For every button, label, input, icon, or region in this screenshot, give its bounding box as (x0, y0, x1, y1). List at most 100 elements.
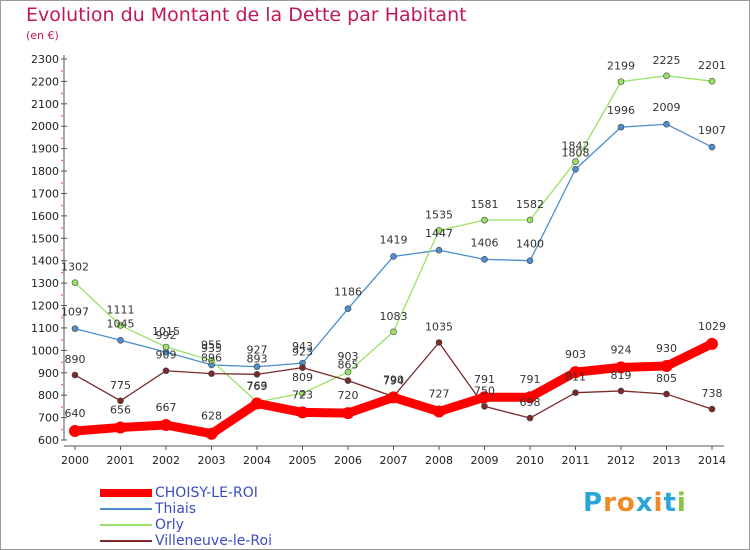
data-label-villeneuve-le-roi: 811 (565, 371, 586, 384)
data-label-choisy-le-roi: 720 (338, 389, 359, 402)
legend-label: CHOISY-LE-ROI (155, 485, 258, 501)
x-tick-label: 2007 (380, 454, 408, 467)
logo-letter: i (653, 488, 664, 518)
data-label-orly: 769 (247, 380, 268, 393)
data-label-thiais: 927 (247, 344, 268, 357)
data-label-orly: 1535 (425, 208, 453, 221)
point-choisy-le-roi (524, 391, 536, 404)
point-villeneuve-le-roi (253, 371, 261, 378)
point-choisy-le-roi (660, 360, 673, 373)
data-label-thiais: 935 (201, 342, 222, 355)
data-label-orly: 1111 (107, 303, 135, 316)
data-label-villeneuve-le-roi: 909 (156, 349, 177, 362)
point-choisy-le-roi (433, 405, 445, 418)
x-tick-label: 2001 (107, 454, 135, 467)
point-choisy-le-roi (615, 361, 627, 374)
legend-swatch (100, 489, 152, 497)
x-tick-label: 2011 (562, 454, 590, 467)
data-label-choisy-le-roi: 727 (429, 388, 450, 401)
data-label-thiais: 1186 (334, 286, 362, 299)
point-choisy-le-roi (205, 427, 218, 440)
y-tick-label: 900 (38, 367, 59, 380)
point-orly (708, 77, 716, 85)
data-label-orly: 1083 (380, 310, 408, 323)
logo-letter: r (603, 488, 617, 518)
point-choisy-le-roi (296, 406, 309, 419)
point-villeneuve-le-roi (708, 405, 716, 413)
data-label-thiais: 1400 (516, 238, 544, 251)
data-label-villeneuve-le-roi: 1035 (425, 321, 453, 334)
data-label-thiais: 1097 (61, 306, 89, 319)
point-villeneuve-le-roi (344, 377, 352, 384)
data-label-orly: 1582 (516, 198, 544, 211)
x-tick-label: 2004 (243, 454, 271, 467)
data-label-choisy-le-roi: 723 (292, 388, 313, 401)
data-label-orly: 2225 (653, 54, 681, 67)
x-tick-label: 2009 (471, 454, 499, 467)
point-thiais (117, 336, 124, 344)
x-tick-label: 2012 (607, 454, 635, 467)
point-orly (208, 357, 215, 364)
legend-label: Orly (155, 517, 184, 533)
point-orly (481, 216, 488, 224)
y-tick-label: 2200 (31, 75, 59, 88)
y-tick-label: 1900 (31, 143, 59, 156)
x-tick-label: 2014 (698, 454, 726, 467)
point-thiais (663, 120, 670, 128)
y-tick-label: 1100 (31, 322, 59, 335)
point-orly (299, 389, 306, 397)
data-label-villeneuve-le-roi: 738 (702, 387, 723, 400)
data-label-thiais: 1045 (107, 317, 135, 330)
y-tick-label: 600 (38, 434, 59, 447)
y-tick-label: 2300 (31, 53, 59, 66)
point-thiais (344, 305, 352, 312)
logo-letter: x (635, 488, 654, 518)
y-tick-label: 1500 (31, 232, 59, 245)
x-tick-label: 2010 (516, 454, 544, 467)
y-tick-label: 1300 (31, 277, 59, 290)
data-label-villeneuve-le-roi: 890 (65, 353, 86, 366)
y-tick-label: 1600 (31, 210, 59, 223)
y-tick-label: 1700 (31, 187, 59, 200)
point-choisy-le-roi (706, 337, 718, 350)
y-tick-label: 1400 (31, 255, 59, 268)
data-label-thiais: 943 (292, 340, 313, 353)
point-orly (344, 368, 352, 376)
data-label-orly: 1842 (562, 140, 590, 153)
proxiti-logo: Proxiti (583, 488, 687, 518)
data-label-orly: 2201 (698, 59, 726, 72)
point-villeneuve-le-roi (71, 371, 79, 379)
data-label-choisy-le-roi: 791 (474, 373, 495, 386)
point-thiais (253, 363, 261, 371)
y-tick-label: 2100 (31, 98, 59, 111)
point-thiais (481, 256, 488, 263)
point-orly (617, 78, 625, 85)
point-thiais (435, 246, 443, 254)
series-lines (69, 72, 718, 440)
data-label-choisy-le-roi: 656 (110, 403, 131, 416)
point-choisy-le-roi (342, 407, 354, 420)
point-villeneuve-le-roi (435, 339, 443, 346)
data-label-villeneuve-le-roi: 698 (520, 396, 541, 409)
y-tick-label: 700 (38, 412, 59, 425)
point-choisy-le-roi (387, 391, 400, 404)
chart-title: Evolution du Montant de la Dette par Hab… (26, 4, 467, 26)
data-label-orly: 2199 (607, 60, 635, 73)
x-tick-label: 2008 (425, 454, 453, 467)
data-label-orly: 1015 (152, 325, 180, 338)
data-label-orly: 1581 (471, 198, 499, 211)
point-thiais (572, 165, 579, 173)
data-label-choisy-le-roi: 903 (565, 348, 586, 361)
data-label-thiais: 1447 (425, 227, 453, 240)
data-label-choisy-le-roi: 640 (65, 407, 86, 420)
point-choisy-le-roi (69, 425, 81, 438)
point-orly (390, 328, 397, 336)
point-orly (162, 343, 170, 351)
logo-letter: i (676, 488, 687, 518)
data-label-thiais: 1406 (471, 236, 499, 249)
data-label-villeneuve-le-roi: 794 (383, 375, 404, 388)
y-tick-label: 1800 (31, 165, 59, 178)
data-label-villeneuve-le-roi: 775 (110, 379, 131, 392)
